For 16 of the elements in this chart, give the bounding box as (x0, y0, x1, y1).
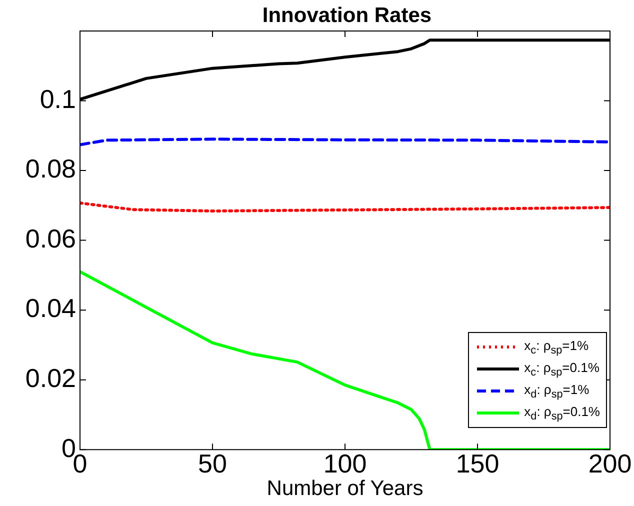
legend-label: x$_{d}$: ρ$_{sp}$=1% (524, 382, 590, 400)
legend-label: x$_{d}$: ρ$_{sp}$=0.1% (524, 404, 600, 422)
x-tick-label: 100 (323, 448, 367, 478)
chart-title: Innovation Rates (261, 4, 433, 28)
x-tick-label: 200 (588, 448, 632, 478)
x-tick-label: 50 (198, 448, 227, 478)
line-series (80, 201, 610, 212)
y-tick-label: 0.1 (40, 84, 76, 114)
y-tick-label: 0.02 (25, 363, 76, 394)
x-tick-label: 150 (456, 448, 500, 478)
legend-label: x$_{c}$: ρ$_{sp}$=0.1% (524, 360, 600, 378)
x-axis-title: Number of Years (266, 477, 424, 500)
y-tick-label: 0.06 (25, 223, 76, 254)
y-tick-label: 0.04 (25, 293, 76, 324)
y-tick-label: 0.08 (25, 154, 76, 184)
legend-label: x$_{c}$: ρ$_{sp}$=1% (524, 338, 589, 356)
